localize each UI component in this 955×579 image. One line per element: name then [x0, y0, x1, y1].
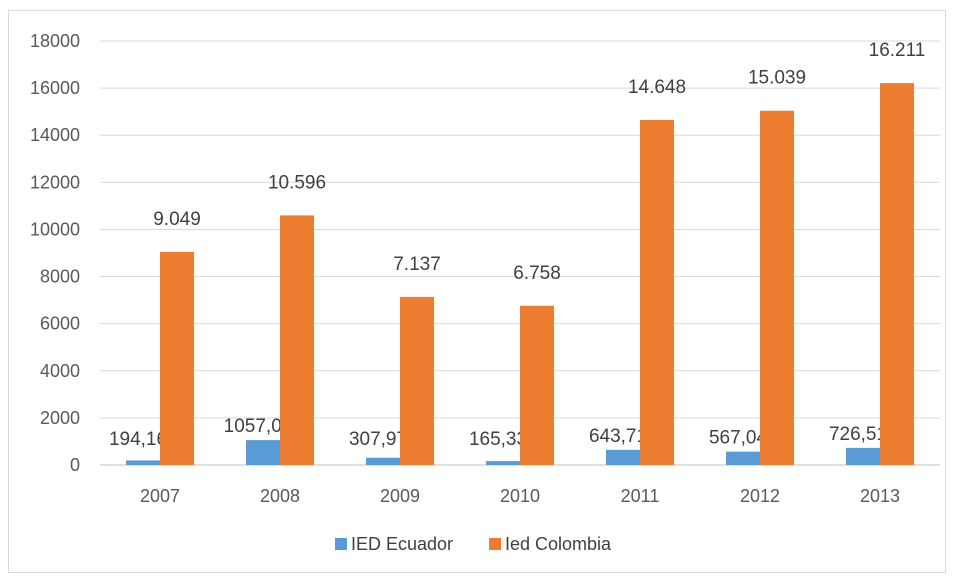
y-tick-label: 12000 [30, 172, 80, 192]
y-tick-label: 0 [70, 455, 80, 475]
bar-ied-colombia [640, 119, 674, 465]
x-tick-label: 2013 [860, 486, 900, 506]
bar-ied-ecuador [366, 457, 400, 465]
data-label: 16.211 [869, 40, 926, 61]
legend-label-ied-ecuador: IED Ecuador [351, 534, 453, 554]
data-label: 15.039 [748, 68, 806, 89]
bar-ied-colombia [160, 251, 194, 465]
bar-ied-ecuador [726, 451, 760, 465]
x-tick-label: 2012 [740, 486, 780, 506]
x-tick-label: 2010 [500, 486, 540, 506]
legend-swatch-ied-colombia [489, 538, 501, 550]
data-label: 165,33 [469, 429, 527, 450]
x-tick-label: 2011 [621, 486, 660, 506]
bar-ied-ecuador [246, 440, 280, 465]
bar-ied-colombia [880, 83, 914, 465]
x-tick-label: 2007 [140, 486, 180, 506]
y-tick-label: 18000 [30, 31, 80, 51]
bar-ied-ecuador [126, 460, 160, 465]
y-tick-label: 16000 [30, 78, 80, 98]
data-label: 726,51 [829, 424, 887, 445]
y-tick-label: 6000 [40, 314, 80, 334]
x-tick-label: 2009 [380, 486, 420, 506]
data-label: 1057,00 [224, 416, 293, 437]
bar-ied-ecuador [606, 449, 640, 465]
y-tick-label: 14000 [30, 125, 80, 145]
y-tick-label: 4000 [40, 361, 80, 381]
bar-ied-ecuador [846, 447, 880, 465]
data-label: 7.137 [393, 254, 441, 275]
data-label: 194,16 [109, 429, 167, 450]
bar-ied-colombia [760, 110, 794, 466]
legend-label-ied-colombia: Ied Colombia [505, 534, 612, 554]
data-label: 9.049 [153, 209, 201, 230]
bar-ied-ecuador [486, 461, 520, 465]
bar-ied-colombia [520, 305, 554, 465]
y-tick-label: 10000 [30, 219, 80, 239]
data-label: 307,97 [349, 429, 407, 450]
x-tick-label: 2008 [260, 486, 300, 506]
y-tick-label: 2000 [40, 408, 80, 428]
data-label: 6.758 [513, 263, 561, 284]
data-label: 643,71 [589, 426, 647, 447]
y-tick-label: 8000 [40, 267, 80, 287]
data-label: 14.648 [628, 77, 686, 98]
legend-swatch-ied-ecuador [335, 538, 347, 550]
bar-ied-colombia [280, 215, 314, 465]
bar-ied-colombia [400, 296, 434, 465]
data-label: 10.596 [268, 172, 326, 193]
data-label: 567,04 [709, 428, 768, 449]
